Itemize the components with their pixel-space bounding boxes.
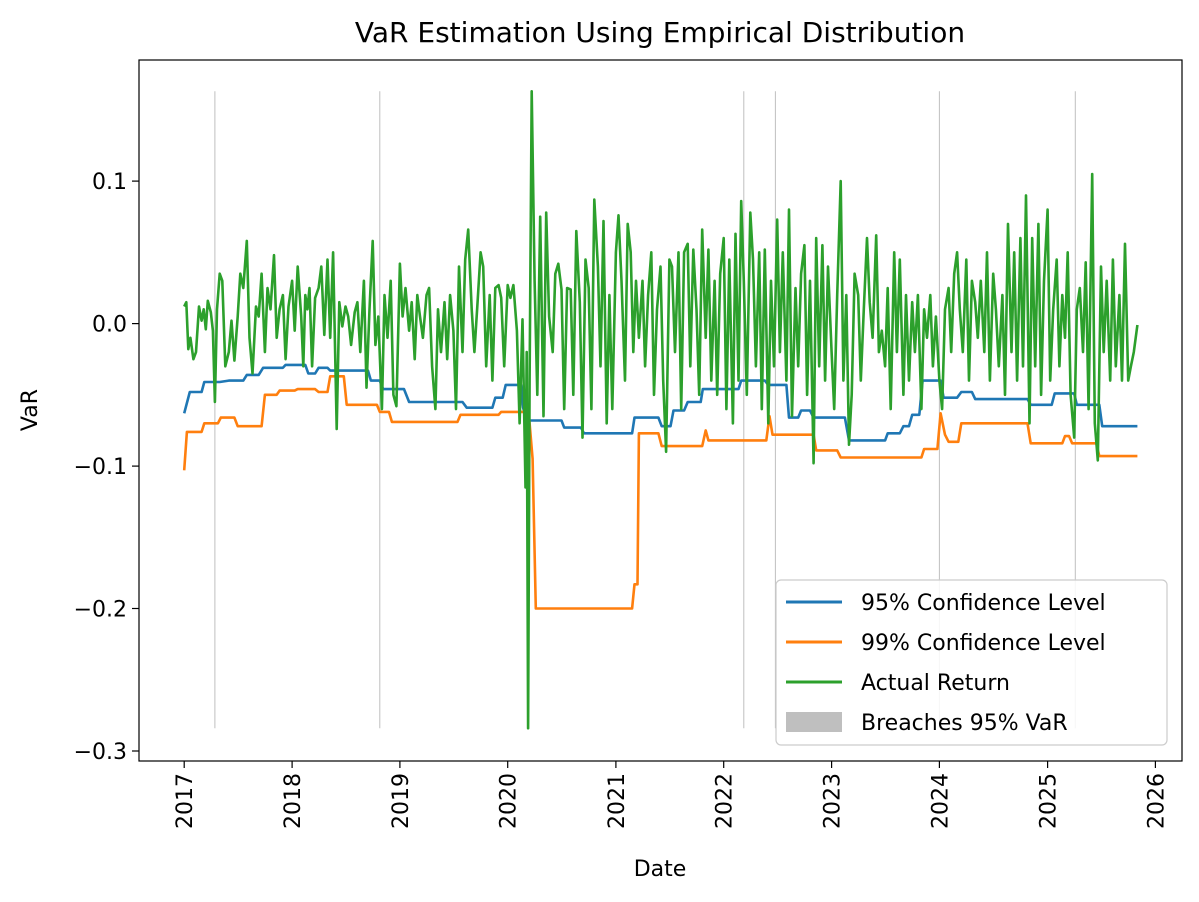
series-99-confidence-line: [182, 374, 1138, 610]
y-axis: −0.3 −0.2 −0.1 0.0 0.1: [74, 170, 139, 765]
chart-title: VaR Estimation Using Empirical Distribut…: [355, 16, 965, 49]
legend-label-99: 99% Confidence Level: [861, 631, 1106, 656]
plot-area-frame: [138, 59, 1183, 762]
x-tick-label-2019: 2019: [389, 773, 414, 829]
y-tick-label-2: −0.1: [74, 455, 127, 480]
x-tick-label-2025: 2025: [1037, 773, 1062, 829]
x-tick-label-2023: 2023: [821, 773, 846, 829]
x-tick-label-2026: 2026: [1144, 773, 1169, 829]
x-tick-label-2018: 2018: [281, 773, 306, 829]
x-tick-label-2024: 2024: [928, 773, 953, 829]
x-tick-label-2017: 2017: [173, 773, 198, 829]
y-tick-label-4: 0.1: [92, 170, 127, 195]
legend-label-actual: Actual Return: [861, 671, 1010, 696]
legend-box: [775, 579, 1168, 746]
y-tick-label-0: −0.3: [74, 740, 127, 765]
y-tick-label-3: 0.0: [92, 313, 127, 338]
legend-label-95: 95% Confidence Level: [861, 591, 1106, 616]
legend-swatch-breaches: [786, 712, 842, 732]
series-lines: [182, 90, 1139, 730]
x-axis-label: Date: [634, 857, 687, 882]
x-tick-label-2021: 2021: [605, 773, 630, 829]
y-axis-label: VaR: [18, 389, 43, 431]
series-actual-return-line: [183, 90, 1139, 730]
x-axis: 2017 2018 2019 2020 2021 2022 2023 2024 2025 2026: [173, 761, 1169, 829]
x-tick-label-2022: 2022: [713, 773, 738, 829]
legend: 95% Confidence Level 99% Confidence Leve…: [775, 579, 1168, 746]
legend-label-breaches: Breaches 95% VaR: [861, 711, 1068, 736]
y-tick-label-1: −0.2: [74, 598, 127, 623]
x-tick-label-2020: 2020: [497, 773, 522, 829]
